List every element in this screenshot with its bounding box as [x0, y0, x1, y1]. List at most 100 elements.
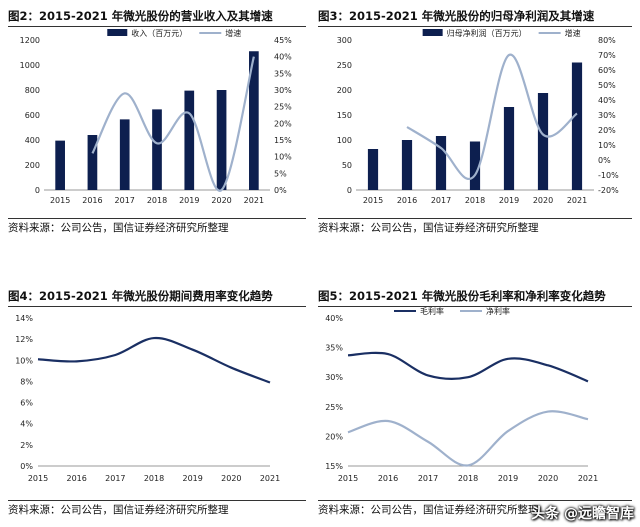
legend-label: 净利率: [486, 306, 510, 316]
y-right-tick-label: 45%: [274, 36, 292, 45]
legend-swatch-bar: [422, 29, 443, 36]
x-tick-label: 2017: [418, 474, 438, 483]
x-tick-label: 2019: [499, 196, 519, 205]
x-tick-label: 2016: [378, 474, 398, 483]
y-left-tick-label: 150: [337, 111, 352, 120]
y-tick-label: 6%: [20, 399, 33, 408]
y-tick-label: 35%: [325, 344, 343, 353]
y-tick-label: 15%: [325, 462, 343, 471]
x-tick-label: 2015: [338, 474, 358, 483]
bar: [503, 107, 515, 190]
y-left-tick-label: 600: [25, 111, 40, 120]
panel-revenue: 图2：2015-2021 年微光股份的营业收入及其增速 0 200 400 600 80…: [8, 6, 306, 238]
y-right-tick-label: 30%: [274, 86, 292, 95]
x-tick-label: 2015: [363, 196, 383, 205]
x-tick-label: 2018: [458, 474, 478, 483]
source-note: 资料来源：公司公告，国信证券经济研究所整理: [8, 218, 306, 237]
y-right-tick-label: 70%: [598, 51, 616, 60]
y-left-tick-label: 1200: [20, 36, 40, 45]
x-tick-label: 2018: [465, 196, 485, 205]
y-tick-label: 20%: [325, 432, 343, 441]
x-tick-label: 2020: [533, 196, 553, 205]
bar: [184, 90, 195, 190]
series-line: [347, 410, 589, 467]
y-right-tick-label: 0%: [274, 186, 287, 195]
bar: [249, 51, 259, 190]
y-right-tick-label: 10%: [598, 141, 616, 150]
chart-title: 图4：2015-2021 年微光股份期间费用率变化趋势: [8, 286, 306, 307]
chart-title: 图2：2015-2021 年微光股份的营业收入及其增速: [8, 6, 306, 27]
y-right-tick-label: 50%: [598, 81, 616, 90]
bar: [55, 140, 65, 190]
x-tick-label: 2017: [115, 196, 135, 205]
bar: [435, 136, 447, 190]
legend-label: 毛利率: [420, 306, 444, 316]
chart-title: 图5：2015-2021 年微光股份毛利率和净利率变化趋势: [318, 286, 632, 307]
panel-margins: 图5：2015-2021 年微光股份毛利率和净利率变化趋势 15% 20% 25% 3…: [318, 286, 632, 522]
y-tick-label: 25%: [325, 403, 343, 412]
legend-swatch-bar: [107, 29, 128, 36]
x-tick-label: 2018: [144, 474, 164, 483]
panel-expense-ratio: 图4：2015-2021 年微光股份期间费用率变化趋势 0% 2% 4% 6% 8% 10…: [8, 286, 306, 522]
chart-title: 图3：2015-2021 年微光股份的归母净利润及其增速: [318, 6, 632, 27]
bar: [571, 62, 583, 190]
x-tick-label: 2016: [397, 196, 417, 205]
y-right-tick-label: 80%: [598, 36, 616, 45]
x-tick-label: 2015: [50, 196, 70, 205]
y-right-tick-label: 35%: [274, 69, 292, 78]
y-left-tick-label: 50: [342, 161, 352, 170]
legend-label: 归母净利润（百万元）: [447, 28, 527, 38]
x-tick-label: 2021: [260, 474, 280, 483]
x-tick-label: 2017: [105, 474, 125, 483]
y-left-tick-label: 300: [337, 36, 352, 45]
growth-line: [91, 56, 255, 192]
source-note: 资料来源：公司公告，国信证券经济研究所整理: [318, 500, 632, 519]
bar: [537, 93, 549, 190]
x-tick-label: 2016: [66, 474, 86, 483]
y-right-tick-label: 40%: [598, 96, 616, 105]
bar: [216, 90, 227, 190]
bar: [119, 119, 130, 190]
y-tick-label: 8%: [20, 377, 33, 386]
y-left-tick-label: 200: [25, 161, 40, 170]
x-tick-label: 2019: [182, 474, 202, 483]
y-right-tick-label: 20%: [274, 119, 292, 128]
bar: [401, 140, 413, 190]
x-tick-label: 2021: [567, 196, 587, 205]
y-right-tick-label: 30%: [598, 111, 616, 120]
y-tick-label: 4%: [20, 420, 33, 429]
y-tick-label: 12%: [15, 335, 33, 344]
x-tick-label: 2021: [244, 196, 264, 205]
y-tick-label: 0%: [20, 462, 33, 471]
y-tick-label: 10%: [15, 356, 33, 365]
bar: [87, 135, 98, 190]
margins-chart: 15% 20% 25% 30% 35% 40% 2015 2016 2017 2018 2019 20…: [325, 306, 598, 483]
y-right-tick-label: -20%: [598, 186, 619, 195]
legend-label: 增速: [225, 28, 241, 38]
bar: [152, 109, 162, 190]
x-tick-label: 2021: [578, 474, 598, 483]
y-right-tick-label: 10%: [274, 153, 292, 162]
x-tick-label: 2015: [28, 474, 48, 483]
y-left-tick-label: 250: [337, 61, 352, 70]
bar: [469, 141, 481, 190]
series-line: [37, 336, 271, 384]
y-right-tick-label: 40%: [274, 53, 292, 62]
expense-ratio-chart: 0% 2% 4% 6% 8% 10% 12% 14% 2015 2016 2017 2018 2019 2…: [15, 314, 280, 483]
x-tick-label: 2020: [538, 474, 558, 483]
series-line: [347, 351, 589, 383]
watermark: 头条 @远瞻智库: [531, 506, 634, 522]
legend-label: 增速: [565, 28, 581, 38]
y-right-tick-label: 20%: [598, 126, 616, 135]
y-left-tick-label: 200: [337, 86, 352, 95]
legend-label: 收入（百万元）: [131, 28, 187, 38]
x-tick-label: 2020: [221, 474, 241, 483]
y-right-tick-label: 60%: [598, 66, 616, 75]
x-tick-label: 2019: [179, 196, 199, 205]
y-tick-label: 40%: [325, 314, 343, 323]
y-right-tick-label: 5%: [274, 169, 287, 178]
source-note: 资料来源：公司公告，国信证券经济研究所整理: [8, 500, 306, 519]
bar: [367, 149, 379, 190]
y-left-tick-label: 100: [337, 136, 352, 145]
x-tick-label: 2017: [431, 196, 451, 205]
